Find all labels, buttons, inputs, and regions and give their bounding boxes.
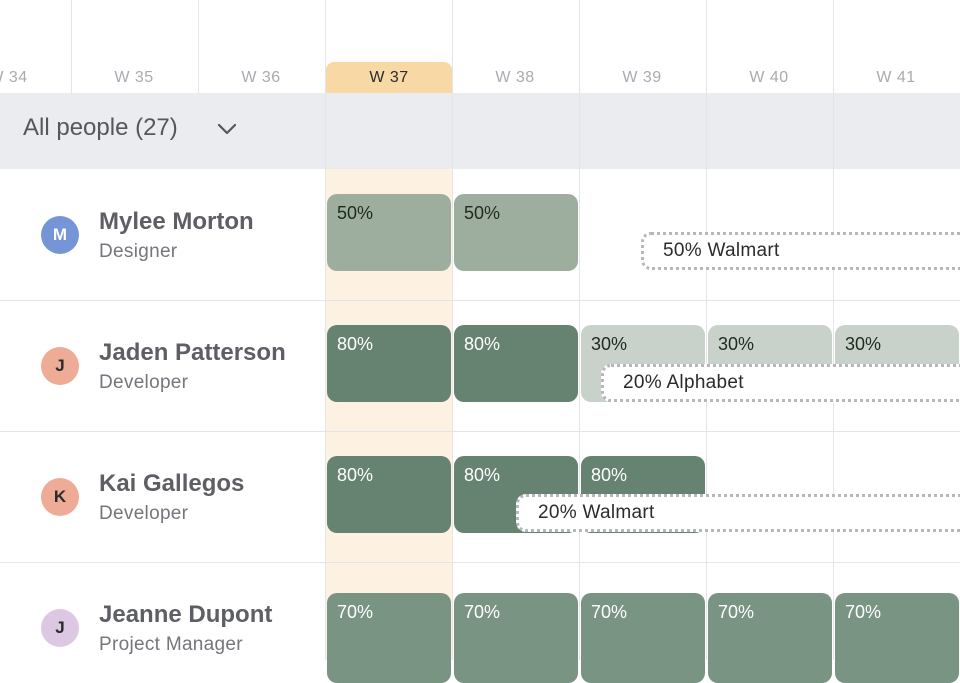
allocation-block[interactable]: 80% [327,325,451,402]
person-role: Developer [99,503,189,524]
allocation-block[interactable]: 50% [454,194,578,271]
column-divider [325,0,326,660]
column-divider [71,0,72,93]
person-role: Developer [99,372,189,393]
allocation-block[interactable]: 70% [835,593,959,683]
column-divider [579,0,580,660]
person-role: Project Manager [99,634,243,655]
row-divider [0,300,960,301]
person-name[interactable]: Jeanne Dupont [99,601,273,628]
allocation-block[interactable]: 70% [327,593,451,683]
column-divider [706,0,707,660]
column-divider [198,0,199,93]
group-filter-label[interactable]: All people (27) [23,114,178,141]
avatar: K [41,478,79,516]
person-name[interactable]: Kai Gallegos [99,470,245,497]
week-header-w40: W 40 [749,69,789,86]
week-header-w38: W 38 [495,69,535,86]
person-name[interactable]: Mylee Morton [99,208,254,235]
week-header-w41: W 41 [876,69,916,86]
person-name[interactable]: Jaden Patterson [99,339,286,366]
week-header-w36: W 36 [241,69,281,86]
column-divider [833,0,834,660]
allocation-block[interactable]: 70% [454,593,578,683]
week-header-w35: W 35 [114,69,154,86]
avatar: J [41,347,79,385]
tentative-allocation[interactable]: 20% Walmart [516,494,960,532]
allocation-block[interactable]: 70% [581,593,705,683]
week-header-w34: W 34 [0,69,28,86]
allocation-block[interactable]: 80% [454,325,578,402]
week-header-current: W 37 [326,62,452,93]
tentative-allocation[interactable]: 20% Alphabet [601,364,960,402]
row-divider [0,562,960,563]
avatar: M [41,216,79,254]
group-header-band [0,93,960,169]
allocation-block[interactable]: 50% [327,194,451,271]
column-divider [452,0,453,660]
row-divider [0,431,960,432]
week-header-w39: W 39 [622,69,662,86]
person-role: Designer [99,241,178,262]
allocation-block[interactable]: 80% [327,456,451,533]
chevron-down-icon[interactable] [216,120,238,138]
tentative-allocation[interactable]: 50% Walmart [641,232,960,270]
avatar: J [41,609,79,647]
allocation-block[interactable]: 70% [708,593,832,683]
